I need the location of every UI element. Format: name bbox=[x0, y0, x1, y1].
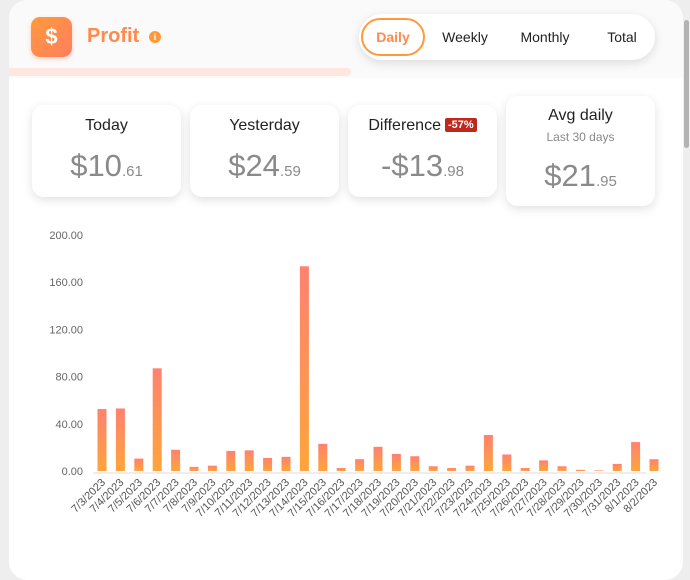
tab-total[interactable]: Total bbox=[607, 29, 637, 45]
tab-daily[interactable]: Daily bbox=[361, 18, 425, 56]
bar[interactable] bbox=[318, 443, 328, 471]
y-tick-label: 160.00 bbox=[49, 277, 83, 289]
stat-label: Difference -57% bbox=[348, 117, 497, 135]
bar[interactable] bbox=[171, 449, 181, 471]
bar[interactable] bbox=[539, 460, 549, 471]
dollar-icon: $ bbox=[31, 17, 72, 57]
bar[interactable] bbox=[483, 435, 493, 471]
stat-card-difference: Difference -57% -$13.98 bbox=[348, 105, 497, 197]
bar[interactable] bbox=[207, 465, 217, 471]
bar[interactable] bbox=[299, 266, 309, 471]
x-axis: 7/3/20237/4/20237/5/20237/6/20237/7/2023… bbox=[69, 477, 660, 520]
bar[interactable] bbox=[152, 368, 162, 471]
bar[interactable] bbox=[575, 469, 585, 471]
stat-value-main: -$13 bbox=[381, 148, 444, 183]
stat-label-text: Difference bbox=[368, 117, 441, 134]
tab-weekly[interactable]: Weekly bbox=[442, 29, 488, 45]
bar[interactable] bbox=[115, 408, 125, 471]
stat-value-main: $24 bbox=[228, 148, 280, 183]
bar[interactable] bbox=[355, 459, 365, 471]
stat-value: $24.59 bbox=[190, 148, 339, 184]
bar[interactable] bbox=[410, 456, 420, 471]
scrollbar[interactable] bbox=[684, 20, 689, 148]
stat-label: Yesterday bbox=[229, 117, 300, 134]
bar[interactable] bbox=[97, 409, 107, 471]
bar[interactable] bbox=[373, 446, 383, 471]
stat-card-yesterday: Yesterday $24.59 bbox=[190, 105, 339, 197]
difference-badge: -57% bbox=[444, 118, 477, 132]
bar[interactable] bbox=[263, 458, 273, 471]
y-tick-label: 200.00 bbox=[49, 230, 83, 242]
logo-symbol: $ bbox=[45, 24, 58, 49]
bar[interactable] bbox=[557, 466, 567, 471]
period-tabs: Daily Weekly Monthly Total bbox=[359, 14, 655, 60]
stat-value-main: $21 bbox=[544, 158, 596, 193]
header-accent-line bbox=[9, 68, 351, 76]
bar[interactable] bbox=[612, 463, 622, 471]
y-tick-label: 80.00 bbox=[55, 372, 83, 384]
bar[interactable] bbox=[594, 470, 604, 471]
bar[interactable] bbox=[281, 456, 291, 471]
bar[interactable] bbox=[226, 450, 236, 471]
stat-label: Today bbox=[85, 117, 128, 134]
bar[interactable] bbox=[465, 465, 475, 471]
stat-value-cents: .98 bbox=[443, 163, 464, 180]
stat-sublabel: Last 30 days bbox=[546, 130, 615, 144]
stat-label: Avg daily bbox=[548, 107, 613, 124]
bar[interactable] bbox=[336, 468, 346, 471]
bar[interactable] bbox=[391, 453, 401, 471]
stat-card-avg-daily: Avg daily Last 30 days $21.95 bbox=[506, 96, 655, 206]
bar[interactable] bbox=[631, 442, 641, 471]
stat-value-cents: .59 bbox=[279, 163, 301, 180]
y-tick-label: 40.00 bbox=[55, 419, 83, 431]
bar[interactable] bbox=[649, 459, 659, 471]
page-title: Profit bbox=[87, 25, 140, 47]
stat-value-main: $10 bbox=[70, 148, 122, 183]
stat-value-cents: .61 bbox=[121, 163, 143, 180]
stat-value-cents: .95 bbox=[595, 173, 617, 190]
bar[interactable] bbox=[502, 454, 512, 471]
bar[interactable] bbox=[520, 468, 530, 471]
bar[interactable] bbox=[244, 450, 254, 471]
stat-value: $21.95 bbox=[506, 158, 655, 194]
bar[interactable] bbox=[189, 466, 199, 471]
y-tick-label: 0.00 bbox=[62, 466, 83, 478]
stat-value: -$13.98 bbox=[348, 148, 497, 184]
info-icon[interactable]: i bbox=[149, 31, 161, 43]
stat-card-today: Today $10.61 bbox=[32, 105, 181, 197]
y-tick-label: 120.00 bbox=[49, 324, 83, 336]
bar[interactable] bbox=[447, 468, 457, 471]
profit-bar-chart: 0.00 40.00 80.00 120.00 160.00 200.00 7/3/202… bbox=[49, 230, 660, 520]
stat-value: $10.61 bbox=[32, 148, 181, 184]
bars bbox=[97, 266, 659, 471]
tab-monthly[interactable]: Monthly bbox=[520, 29, 570, 45]
y-axis: 0.00 40.00 80.00 120.00 160.00 200.00 bbox=[49, 230, 83, 478]
bar[interactable] bbox=[134, 458, 144, 471]
bar[interactable] bbox=[428, 466, 438, 471]
